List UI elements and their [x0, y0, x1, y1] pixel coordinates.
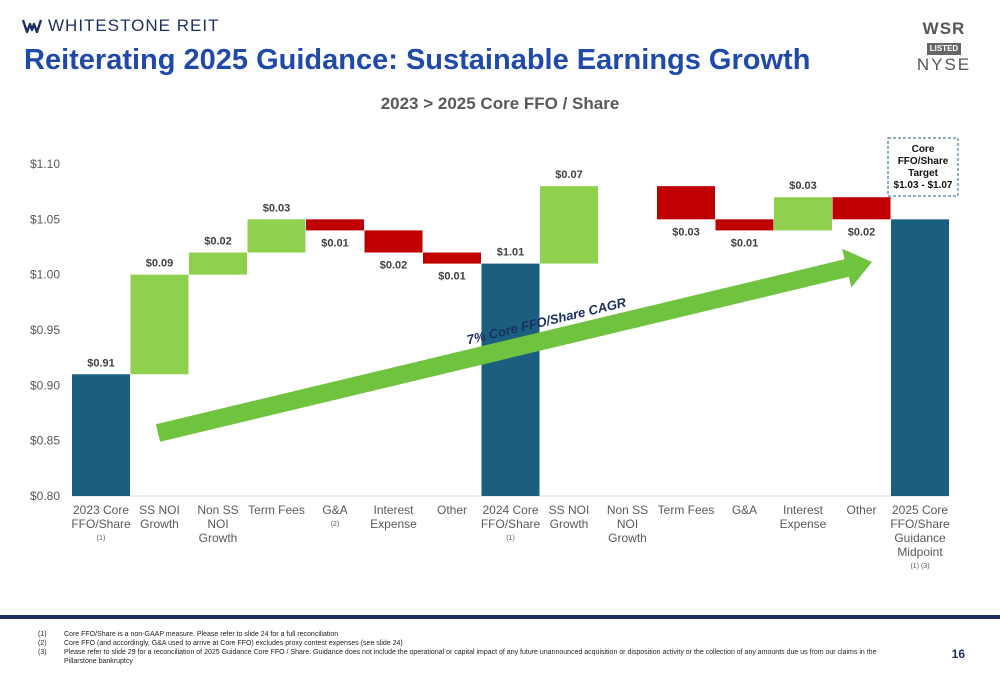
- bar-decrease: [715, 219, 774, 231]
- category-label: Term Fees: [248, 503, 305, 517]
- target-box-text: FFO/Share: [898, 156, 949, 167]
- data-label: $0.02: [204, 236, 232, 248]
- category-label: Term Fees: [658, 503, 715, 517]
- bar-decrease: [306, 219, 364, 231]
- category-label: 2025 Core: [892, 503, 948, 517]
- data-label: $0.03: [789, 180, 817, 192]
- footnote-item: (1) Core FFO/Share is a non-GAAP measure.…: [38, 630, 898, 639]
- category-label: Interest: [783, 503, 824, 517]
- bar-increase: [189, 252, 247, 275]
- category-label: 2024 Core: [482, 503, 538, 517]
- data-label: $0.01: [731, 237, 759, 249]
- footnote-number: (1): [38, 631, 47, 638]
- footnote-text: Core FFO/Share is a non-GAAP measure. Pl…: [64, 631, 339, 638]
- footnote-text: Core FFO (and accordingly, G&A used to a…: [64, 640, 403, 647]
- footnote-number: (2): [38, 640, 47, 647]
- footnote-item: (2) Core FFO (and accordingly, G&A used t…: [38, 639, 898, 648]
- logo-mark-icon: [22, 19, 42, 34]
- data-label: $0.91: [87, 357, 115, 369]
- company-logo: WHITESTONE REIT: [22, 16, 219, 36]
- data-label: $0.02: [380, 260, 408, 272]
- page-number: 16: [951, 647, 965, 661]
- footnote-text: Please refer to slide 29 for a reconcili…: [64, 649, 877, 665]
- category-label: Growth: [199, 531, 238, 545]
- category-label: Other: [437, 503, 467, 517]
- data-label: $0.01: [321, 237, 349, 249]
- logo-text: WHITESTONE REIT: [48, 16, 220, 35]
- category-label: Other: [846, 503, 876, 517]
- target-box-text: Core: [912, 144, 935, 155]
- category-label: Interest: [373, 503, 414, 517]
- category-label: Growth: [550, 517, 589, 531]
- category-label: G&A: [322, 503, 347, 517]
- category-note: (1) (3): [910, 563, 929, 570]
- bar-increase: [247, 219, 306, 253]
- target-box-text: $1.03 - $1.07: [894, 180, 953, 191]
- data-label: $0.07: [555, 169, 583, 181]
- category-note: (1): [97, 535, 106, 542]
- page-title: Reiterating 2025 Guidance: Sustainable E…: [24, 44, 811, 76]
- data-label: $0.01: [438, 271, 466, 283]
- y-tick-label: $0.90: [30, 378, 60, 392]
- y-tick-label: $1.00: [30, 268, 60, 282]
- y-tick-label: $0.85: [30, 434, 60, 448]
- target-box: [887, 137, 959, 197]
- category-label: Growth: [140, 517, 179, 531]
- category-label: NOI: [617, 517, 638, 531]
- category-label: G&A: [732, 503, 757, 517]
- chart-title: 2023 > 2025 Core FFO / Share: [380, 94, 620, 113]
- waterfall-chart: $0.80 $0.85 $0.90 $0.95 $1.00 $1.05 $1.10 $0.91…: [30, 137, 959, 570]
- data-label: $0.03: [263, 202, 291, 214]
- data-label: $0.09: [146, 258, 174, 270]
- category-label: Expense: [370, 517, 417, 531]
- footer-divider: [0, 615, 1000, 619]
- badge-ticker: WSR: [922, 19, 966, 38]
- category-label: SS NOI: [139, 503, 180, 517]
- category-label: FFO/Share: [71, 517, 131, 531]
- category-label: FFO/Share: [481, 517, 541, 531]
- footnote-number: (3): [38, 649, 47, 656]
- y-tick-label: $1.05: [30, 212, 60, 226]
- bar-total: [481, 263, 540, 496]
- footnote-item: (3) Please refer to slide 29 for a reconc…: [38, 648, 898, 666]
- category-label: FFO/Share: [890, 517, 950, 531]
- category-label: Guidance: [894, 531, 946, 545]
- category-label: SS NOI: [549, 503, 590, 517]
- category-note: (2): [331, 521, 340, 528]
- bar-total: [72, 374, 130, 496]
- data-label: $0.03: [672, 226, 700, 238]
- bar-decrease: [364, 230, 423, 253]
- bar-decrease: [832, 197, 891, 220]
- bar-increase: [540, 186, 598, 264]
- bar-decrease: [423, 252, 481, 264]
- bar-increase: [774, 197, 832, 231]
- category-label: Midpoint: [897, 545, 943, 559]
- bar-total: [891, 219, 949, 497]
- y-tick-label: $0.95: [30, 323, 60, 337]
- bar-decrease: [657, 186, 715, 220]
- data-label: $0.02: [848, 226, 876, 238]
- category-label: Non SS: [197, 503, 238, 517]
- category-label: Non SS: [607, 503, 648, 517]
- category-label: Expense: [780, 517, 827, 531]
- category-note: (1): [506, 535, 515, 542]
- footnotes: (1) Core FFO/Share is a non-GAAP measure.…: [38, 630, 898, 666]
- category-label: NOI: [207, 517, 228, 531]
- badge-exchange: NYSE: [916, 55, 972, 74]
- y-tick-label: $1.10: [30, 157, 60, 171]
- category-label: Growth: [608, 531, 647, 545]
- badge-listed: LISTED: [926, 43, 962, 55]
- category-label: 2023 Core: [73, 503, 129, 517]
- data-label: $1.01: [497, 247, 525, 259]
- bar-increase: [130, 274, 189, 375]
- arrow-shape-icon: [155, 248, 872, 442]
- y-tick-label: $0.80: [30, 489, 60, 503]
- nyse-badge: WSR LISTED NYSE: [914, 20, 974, 74]
- target-box-text: Target: [908, 168, 938, 179]
